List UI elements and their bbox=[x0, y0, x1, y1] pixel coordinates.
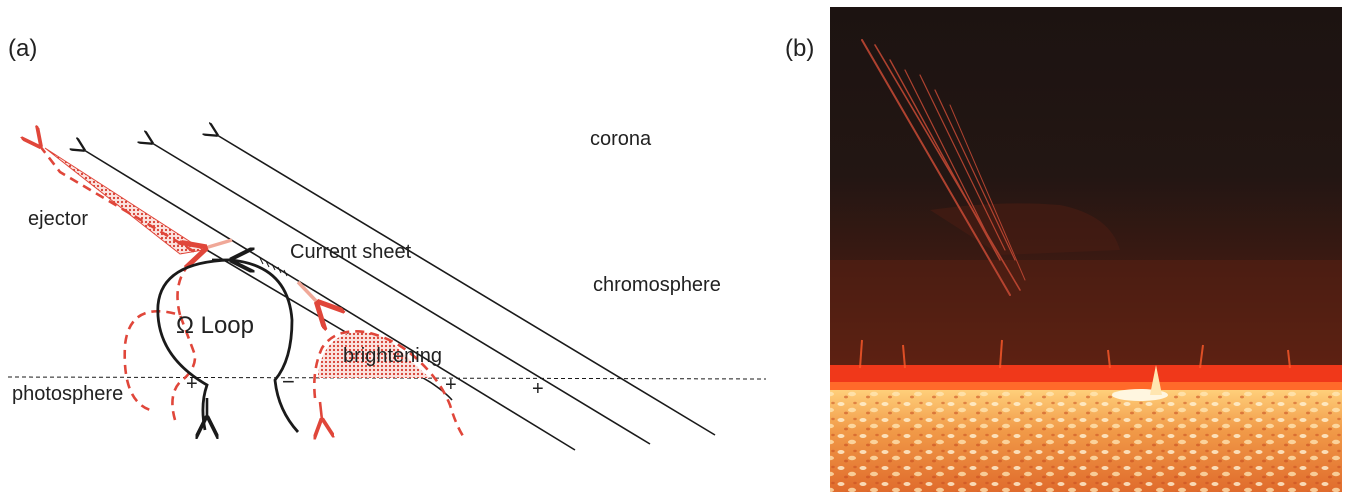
panel-b-label: (b) bbox=[785, 35, 814, 62]
polarity-plus-2: + bbox=[532, 378, 544, 400]
label-brightening: brightening bbox=[343, 345, 442, 367]
polarity-plus-1: + bbox=[445, 374, 457, 396]
brightening-loop bbox=[313, 330, 465, 437]
label-corona: corona bbox=[590, 128, 652, 150]
field-line-4 bbox=[217, 135, 716, 436]
polarity-minus: − bbox=[282, 369, 295, 394]
omega-loop bbox=[156, 258, 300, 433]
ejector-loop bbox=[123, 310, 197, 421]
label-chromosphere: chromosphere bbox=[593, 274, 721, 296]
field-line-3 bbox=[152, 143, 651, 445]
brightening-arrow bbox=[320, 401, 322, 420]
current-sheet-hatch bbox=[259, 257, 288, 277]
panel-a-label: (a) bbox=[8, 35, 37, 62]
label-current-sheet: Current sheet bbox=[290, 241, 412, 263]
label-omega-loop: Ω Loop bbox=[176, 312, 254, 339]
label-ejector: ejector bbox=[28, 208, 88, 230]
panel-a-diagram: (a) corona bbox=[7, 35, 767, 451]
brightening-region bbox=[318, 332, 430, 378]
label-photosphere: photosphere bbox=[12, 383, 123, 405]
ejector-jet bbox=[44, 147, 205, 255]
solar-image bbox=[830, 7, 1342, 492]
panel-b-observation: (b) bbox=[785, 7, 1342, 492]
outflow-arrow-down bbox=[296, 280, 318, 303]
outflow-arrow-up bbox=[205, 238, 233, 248]
polarity-plus-left: + bbox=[186, 373, 198, 395]
